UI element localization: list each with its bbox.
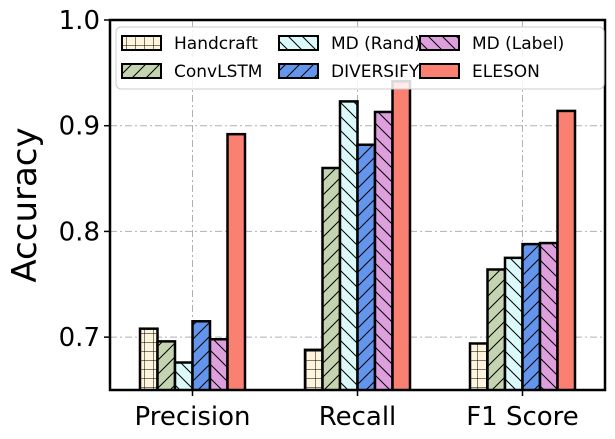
- bar-precision-convlstm: [156, 340, 177, 390]
- legend-swatch-outline: [121, 35, 162, 51]
- bar-f1-score-handcraft: [468, 342, 489, 390]
- bar-precision-md-label: [208, 338, 229, 390]
- legend-swatch-hatch: [279, 64, 318, 78]
- legend-label: ELESON: [472, 62, 540, 82]
- bar-f1-score-eleson: [556, 109, 577, 390]
- legend-swatch-outline: [419, 63, 460, 79]
- bar-precision-convlstm-hatch: [157, 341, 175, 390]
- bar-recall-convlstm-hatch: [322, 168, 340, 390]
- legend-item-handcraft: Handcraft: [121, 34, 258, 54]
- y-tick-label: 0.8: [59, 217, 100, 247]
- legend-item-md-label: MD (Label): [419, 34, 564, 54]
- bar-f1-score-handcraft-hatch: [470, 343, 488, 390]
- legend-swatch-hatch: [122, 64, 161, 78]
- legend-swatch-hatch: [279, 36, 318, 50]
- legend-item-diversify: DIVERSIFY: [278, 62, 420, 82]
- legend-label: DIVERSIFY: [331, 62, 420, 82]
- y-tick-label: 1.0: [59, 6, 100, 36]
- bar-f1-score-eleson-outline: [556, 109, 577, 390]
- bar-f1-score-diversify-hatch: [522, 244, 540, 390]
- bar-recall-eleson-fill: [392, 81, 410, 390]
- legend-item-md-rand: MD (Rand): [278, 34, 421, 54]
- legend-label: MD (Label): [472, 34, 564, 54]
- bar-recall-md-rand: [338, 100, 359, 390]
- bar-f1-score-eleson-fill: [557, 110, 575, 390]
- y-axis-title: Accuracy: [5, 127, 45, 282]
- legend-swatch-outline: [278, 35, 319, 51]
- legend-swatch-hatch: [420, 36, 459, 50]
- legend-swatch-outline: [121, 63, 162, 79]
- bar-f1-score-md-label: [538, 241, 559, 390]
- y-tick-label: 0.9: [59, 112, 100, 142]
- legend-swatch-outline: [278, 63, 319, 79]
- bar-recall-md-label: [373, 110, 394, 390]
- axis-ticks: 0.7 0.8 0.9 1.0 Precision Recall F1 Score: [59, 6, 579, 432]
- bar-precision-eleson-outline: [226, 132, 247, 390]
- bar-f1-score-convlstm: [486, 268, 507, 390]
- bar-recall-eleson: [391, 80, 412, 390]
- legend-item-eleson: ELESON: [419, 62, 540, 82]
- bar-f1-score-md-rand: [503, 256, 524, 390]
- bar-recall-convlstm: [321, 166, 342, 390]
- bar-precision-diversify-hatch: [192, 321, 210, 390]
- bars: [138, 80, 577, 390]
- x-tick-label-recall: Recall: [319, 402, 397, 432]
- legend-swatch-outline: [419, 35, 460, 51]
- bar-precision-diversify: [191, 320, 212, 390]
- bar-recall-diversify-hatch: [357, 144, 375, 390]
- bar-precision-md-label-hatch: [210, 339, 228, 390]
- bar-recall-diversify: [356, 143, 377, 390]
- bar-recall-md-label-hatch: [375, 111, 393, 390]
- bar-precision-eleson: [226, 132, 247, 390]
- bar-f1-score-diversify: [521, 242, 542, 390]
- bar-f1-score-md-label-hatch: [540, 243, 558, 390]
- legend-label: Handcraft: [174, 34, 258, 54]
- bar-recall-handcraft-hatch: [305, 349, 323, 390]
- y-tick-label: 0.7: [59, 323, 100, 353]
- bar-precision-handcraft: [138, 327, 159, 390]
- legend-swatch: [420, 64, 459, 78]
- bar-precision-md-rand-hatch: [175, 362, 193, 390]
- bar-recall-handcraft: [303, 348, 324, 390]
- x-tick-label-precision: Precision: [134, 402, 250, 432]
- legend-label: ConvLSTM: [174, 62, 262, 82]
- x-tick-label-f1-score: F1 Score: [466, 402, 579, 432]
- bar-recall-md-rand-hatch: [340, 101, 358, 390]
- legend-swatch-hatch: [122, 36, 161, 50]
- bar-precision-handcraft-hatch: [140, 328, 158, 390]
- legend: Handcraft ConvLSTM MD (Rand) DIVERSIFY MD (L…: [115, 26, 605, 90]
- bar-f1-score-convlstm-hatch: [487, 269, 505, 390]
- legend-box: [115, 26, 605, 90]
- bar-precision-eleson-fill: [227, 134, 245, 390]
- bar-f1-score-md-rand-hatch: [505, 257, 523, 390]
- legend-label: MD (Rand): [331, 34, 421, 54]
- legend-item-convlstm: ConvLSTM: [121, 62, 262, 82]
